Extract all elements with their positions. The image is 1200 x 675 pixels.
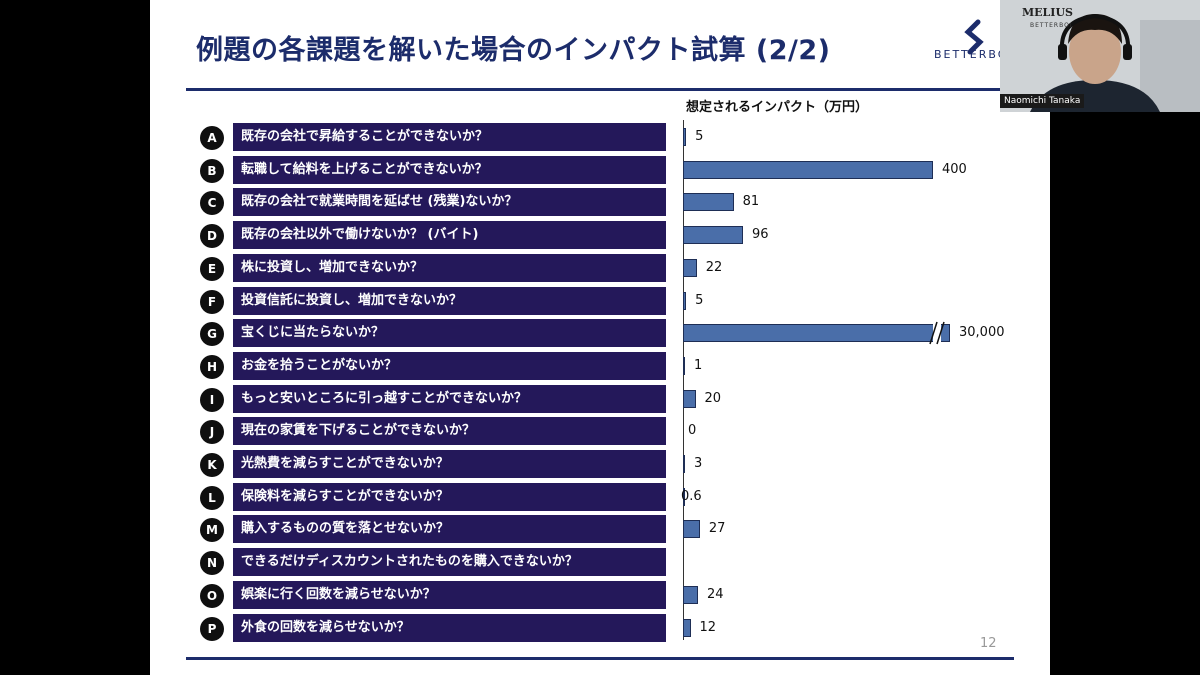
webcam-sub: BETTERBOI (1030, 22, 1073, 29)
question-label: 娯楽に行く回数を減らせないか？ (233, 581, 666, 609)
data-label: 24 (707, 587, 724, 602)
bar (683, 193, 734, 211)
page-number: 12 (980, 636, 997, 651)
webcam-brand: MELIUS (1022, 6, 1073, 19)
axis-break-icon (929, 321, 945, 345)
bar (683, 128, 687, 146)
question-label: 株に投資し、増加できないか？ (233, 254, 666, 282)
bar (683, 226, 743, 244)
category-letter: L (200, 486, 224, 510)
webcam-overlay: MELIUS BETTERBOI Naomichi Tanaka (1000, 0, 1200, 112)
question-label: 光熱費を減らすことができないか？ (233, 450, 666, 478)
category-letter: P (200, 617, 224, 641)
bottom-divider (186, 657, 1014, 660)
data-label: 1 (694, 358, 703, 373)
data-label: 5 (695, 293, 704, 308)
data-label: 27 (708, 521, 726, 536)
question-label: 現在の家賃を下げることができないか？ (233, 417, 666, 445)
page-title: 例題の各課題を解いた場合のインパクト試算 (2/2) (196, 35, 831, 66)
question-label: 既存の会社で昇給することができないか？ (233, 123, 666, 151)
category-letter: N (200, 551, 224, 575)
category-letter: H (200, 355, 224, 379)
data-label: 20 (704, 391, 722, 406)
question-label: お金を拾うことがないか？ (233, 352, 666, 380)
category-letter: O (200, 584, 224, 608)
logo-text: BETTERBO (934, 48, 1009, 61)
question-label: できるだけディスカウントされたものを購入できないか？ (233, 548, 666, 576)
data-label: 400 (942, 162, 967, 177)
category-letter: A (200, 126, 224, 150)
question-label: 保険料を減らすことができないか？ (233, 483, 666, 511)
bar (683, 619, 691, 637)
category-letter: F (200, 290, 224, 314)
bar (683, 390, 696, 408)
category-letter: K (200, 453, 224, 477)
question-label: 既存の会社以外で働けないか？ (バイト) (233, 221, 666, 249)
category-letter: C (200, 191, 224, 215)
chart-axis (683, 120, 684, 640)
bar (683, 357, 685, 375)
category-letter: E (200, 257, 224, 281)
bar (683, 161, 933, 179)
bar (683, 324, 950, 342)
impact-header: 想定されるインパクト（万円） (686, 100, 869, 115)
category-letter: D (200, 224, 224, 248)
question-label: もっと安いところに引っ越すことができないか？ (233, 385, 666, 413)
question-label: 転職して給料を上げることができないか？ (233, 156, 666, 184)
data-label: 81 (742, 194, 760, 209)
question-label: 外食の回数を減らせないか？ (233, 614, 666, 642)
question-label: 宝くじに当たらないか？ (233, 319, 666, 347)
top-divider (186, 88, 1026, 91)
bar (683, 586, 698, 604)
bar (683, 520, 700, 538)
category-letter: M (200, 518, 224, 542)
bar (683, 292, 687, 310)
data-label: 96 (752, 227, 769, 242)
data-label: 12 (699, 620, 717, 635)
data-label: 22 (705, 260, 723, 275)
data-label: 0.6 (681, 489, 702, 504)
category-letter: I (200, 388, 224, 412)
data-label: 5 (695, 129, 704, 144)
bar (683, 259, 697, 277)
presenter-name: Naomichi Tanaka (1000, 94, 1085, 108)
question-label: 購入するものの質を落とせないか？ (233, 515, 666, 543)
question-label: 既存の会社で就業時間を延ばせ (残業)ないか？ (233, 188, 666, 216)
category-letter: B (200, 159, 224, 183)
question-label: 投資信託に投資し、増加できないか？ (233, 287, 666, 315)
data-label: 3 (694, 456, 703, 471)
data-label: 0 (688, 423, 697, 438)
category-letter: J (200, 420, 224, 444)
category-letter: G (200, 322, 224, 346)
betterbo-logo-icon (964, 19, 984, 55)
bar (683, 455, 685, 473)
data-label: 30,000 (959, 325, 1005, 340)
bar (683, 488, 685, 506)
